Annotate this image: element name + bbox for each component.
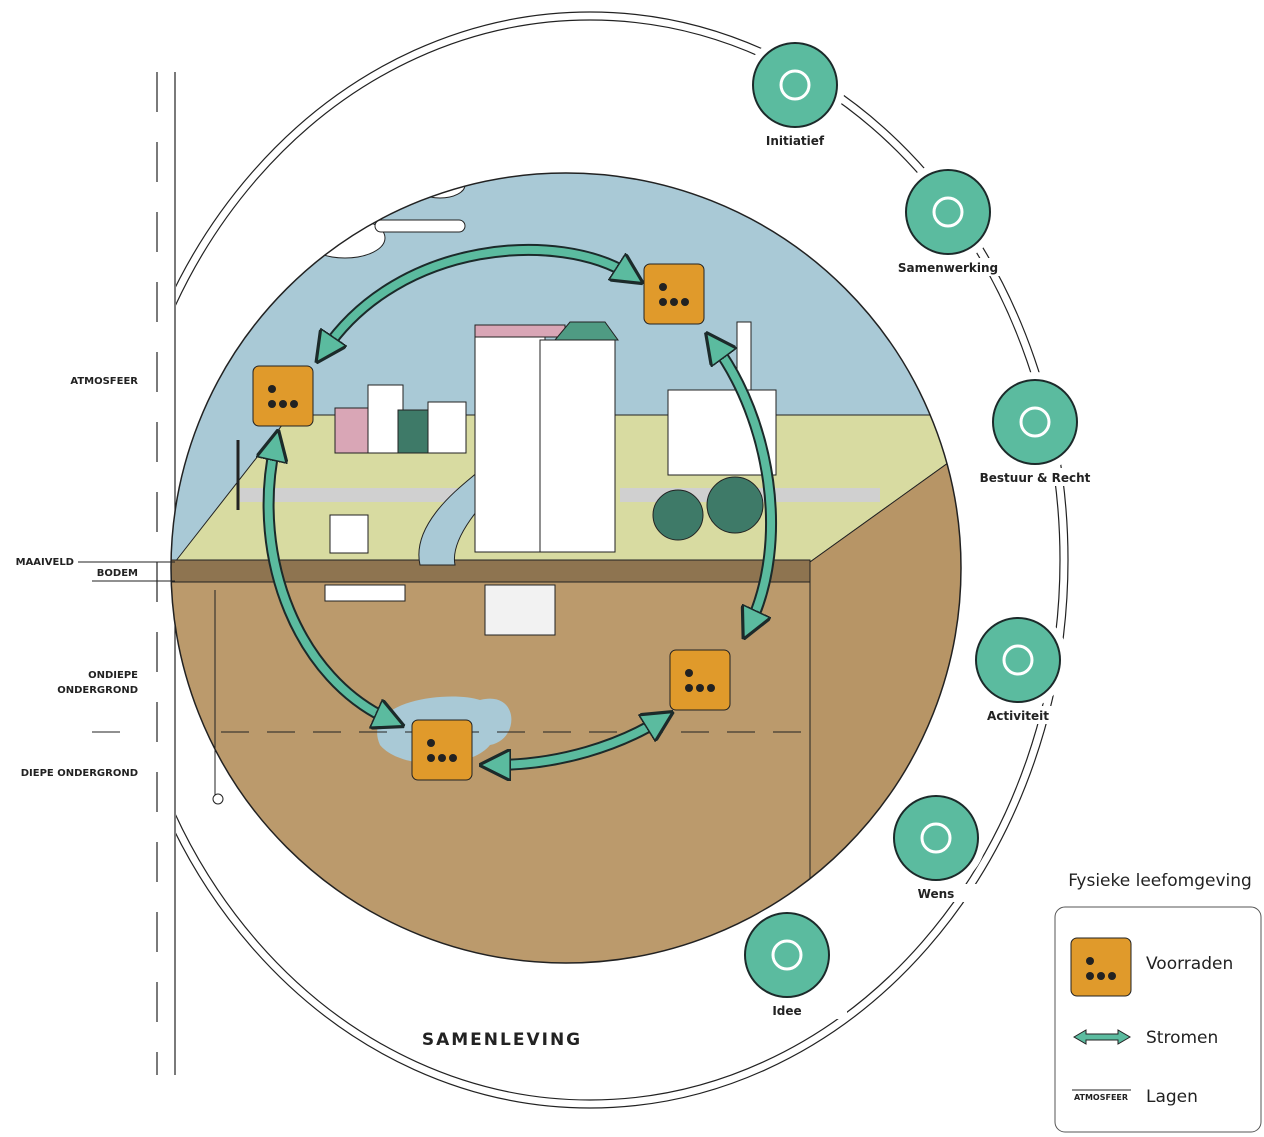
globe <box>171 173 961 963</box>
well-end <box>212 793 224 805</box>
label-bg <box>876 884 996 902</box>
legend-flow <box>1073 1029 1131 1045</box>
icon-glyph <box>1002 644 1034 676</box>
legend-title: Fysieke leefomgeving <box>1068 871 1252 891</box>
icon-label: Wens <box>918 887 955 901</box>
icon <box>744 912 830 998</box>
label-bg <box>727 1001 847 1019</box>
icon <box>992 379 1078 465</box>
legend-layer-sample: ATMOSFEER <box>1074 1093 1128 1102</box>
layer-label: ONDIEPE <box>88 670 138 681</box>
icon-label: Idee <box>772 1004 801 1018</box>
stock-dot <box>681 298 689 306</box>
icon <box>975 617 1061 703</box>
layer-label: BODEM <box>97 568 138 579</box>
stock-dot <box>290 400 298 408</box>
icon <box>905 169 991 255</box>
ring-title-bg <box>410 1022 595 1052</box>
legend-label: Voorraden <box>1146 954 1233 974</box>
legend-label: Stromen <box>1146 1028 1218 1048</box>
stock <box>252 365 314 427</box>
stock-dot <box>268 400 276 408</box>
legend-label: Lagen <box>1146 1087 1198 1107</box>
icon-label: Samenwerking <box>898 261 998 275</box>
icon-glyph <box>920 822 952 854</box>
layer-label: DIEPE ONDERGROND <box>21 768 138 779</box>
icon <box>752 42 838 128</box>
stock-dot <box>670 298 678 306</box>
ring-title: SAMENLEVING <box>422 1030 582 1050</box>
icon-glyph <box>932 196 964 228</box>
icon-glyph <box>771 939 803 971</box>
icon-label: Activiteit <box>987 709 1049 723</box>
layer-label: ONDERGROND <box>57 685 138 696</box>
icon-label: Initiatief <box>766 134 825 148</box>
stocks <box>252 263 731 781</box>
icon <box>893 795 979 881</box>
label-bg <box>958 706 1078 724</box>
icon-glyph <box>1019 406 1051 438</box>
stock-dot <box>438 754 446 762</box>
stock <box>411 719 473 781</box>
layer-label: MAAIVELD <box>16 557 74 568</box>
stock-dot <box>696 684 704 692</box>
label-bg <box>975 468 1095 486</box>
label-bg <box>735 131 855 149</box>
legend-stock <box>1070 937 1132 997</box>
layer-label: ATMOSFEER <box>70 376 138 387</box>
stock-dot <box>659 283 667 291</box>
globe-outline <box>170 172 962 964</box>
stock-dot <box>427 739 435 747</box>
stock-dot <box>427 754 435 762</box>
icon-label: Bestuur & Recht <box>980 471 1091 485</box>
icon-glyph <box>779 69 811 101</box>
stock-dot <box>659 298 667 306</box>
label-bg <box>888 258 1008 276</box>
stock-dot <box>685 684 693 692</box>
stock-dot <box>685 669 693 677</box>
stock-dot <box>449 754 457 762</box>
ring-mask <box>0 0 176 1137</box>
stock-dot <box>707 684 715 692</box>
stock-dot <box>279 400 287 408</box>
ring-items: Initiatief Samenwerking Bestuur & Recht Act… <box>727 35 1095 1019</box>
stock <box>643 263 705 325</box>
stock-dot <box>268 385 276 393</box>
stock <box>669 649 731 711</box>
